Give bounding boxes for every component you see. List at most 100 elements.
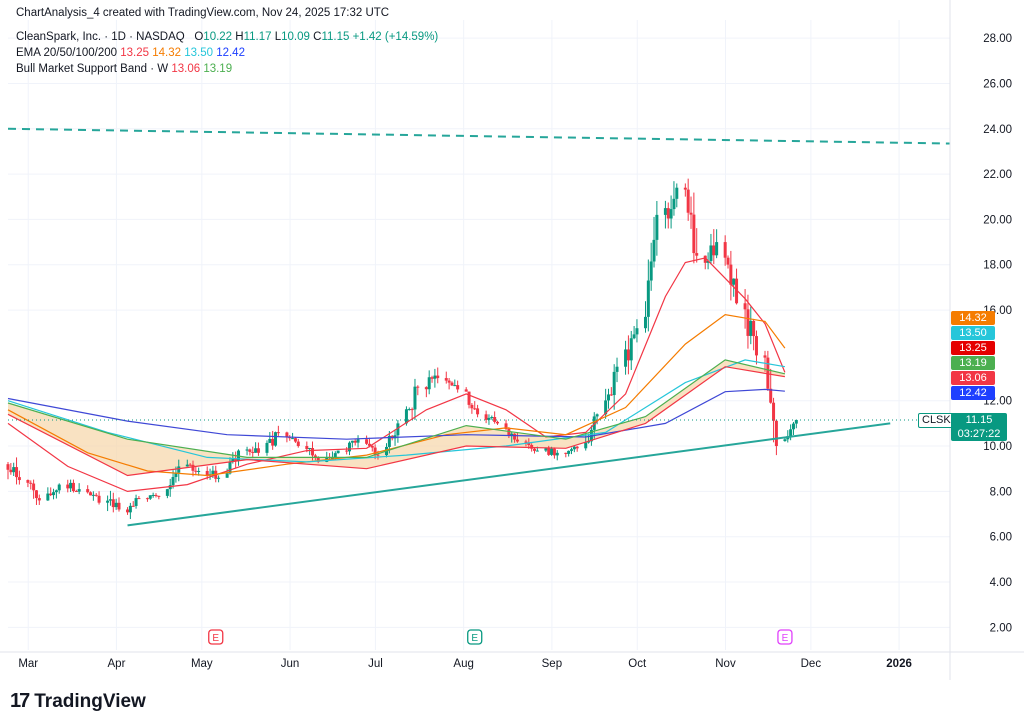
time-tick-label: Dec <box>801 658 822 670</box>
earnings-marker: E <box>208 629 224 645</box>
candle-body <box>32 483 36 491</box>
candle-body <box>794 419 798 424</box>
price-tick-label: 26.00 <box>983 78 1012 90</box>
candle-body <box>348 442 352 452</box>
candle-body <box>234 459 238 461</box>
candle-body <box>188 464 192 466</box>
candle-body <box>108 499 112 501</box>
candle-body <box>749 320 753 336</box>
price-badge: 13.06 <box>951 371 995 385</box>
candle-body <box>106 500 110 503</box>
candle-body <box>686 189 690 213</box>
price-tick-label: 22.00 <box>983 169 1012 181</box>
grid <box>8 20 950 650</box>
candle-body <box>735 278 739 304</box>
candle-body <box>26 480 30 483</box>
candle-body <box>330 457 334 459</box>
candle-body <box>643 316 647 329</box>
candle-body <box>316 457 320 462</box>
band-upper-value: 13.19 <box>203 63 233 75</box>
tradingview-logo[interactable]: 17 TradingView <box>10 690 146 713</box>
candle-body <box>296 441 300 447</box>
open-value: 10.22 <box>203 31 233 43</box>
tradingview-logo-text: TradingView <box>34 690 146 712</box>
candle-body <box>54 490 58 493</box>
candle-body <box>271 438 275 446</box>
candle-body <box>293 438 297 442</box>
price-badge: 13.19 <box>951 356 995 370</box>
price-badge: 12.42 <box>951 386 995 400</box>
candle-body <box>350 440 354 443</box>
price-tick-label: 18.00 <box>983 260 1012 272</box>
candle-body <box>191 464 195 471</box>
candle-body <box>254 448 258 453</box>
candle-body <box>504 423 508 429</box>
candle-body <box>695 253 699 256</box>
candle-body <box>456 385 460 390</box>
support-trendline <box>127 422 891 527</box>
candle-body <box>530 445 534 449</box>
candle-body <box>467 391 471 405</box>
candle-body <box>17 477 21 481</box>
candle-body <box>6 464 10 470</box>
candle-body <box>128 505 132 513</box>
candle-body <box>754 336 758 356</box>
candle-body <box>774 420 778 447</box>
earnings-badge <box>467 629 483 645</box>
symbol-title: CleanSpark, Inc. · 1D · NASDAQ <box>16 31 185 43</box>
candle-body <box>632 334 636 339</box>
candle-body <box>94 494 98 496</box>
candle-body <box>609 394 613 396</box>
candle-body <box>709 245 713 261</box>
earnings-label: E <box>212 633 219 644</box>
candle-body <box>513 433 517 440</box>
candle-body <box>197 470 201 472</box>
candle-body <box>689 212 693 215</box>
candle-body <box>769 388 773 403</box>
last-price-value: 11.15 <box>965 413 993 426</box>
candle-body <box>723 242 727 258</box>
candle-body <box>450 382 454 386</box>
candle-body <box>652 239 656 262</box>
candle-body <box>134 498 138 506</box>
candle-body <box>151 494 155 496</box>
earnings-badge <box>208 629 224 645</box>
series-line <box>7 366 785 477</box>
candle-body <box>66 484 70 489</box>
candle-body <box>635 328 639 335</box>
candle-body <box>174 472 178 478</box>
ema100-value: 13.50 <box>184 47 213 59</box>
candle-body <box>427 377 431 390</box>
candle-body <box>57 484 61 491</box>
candle-body <box>510 433 514 436</box>
candle-body <box>288 437 292 439</box>
series-line <box>7 359 786 458</box>
axes: 28.0026.0024.0022.0020.0018.0016.0012.00… <box>0 0 1024 680</box>
candle-body <box>732 278 736 285</box>
band-legend[interactable]: Bull Market Support Band · W 13.06 13.19 <box>16 63 232 75</box>
time-tick-label: Aug <box>453 658 473 670</box>
candle-body <box>532 448 536 451</box>
candle-body <box>376 454 380 456</box>
resistance-trendline <box>7 127 951 145</box>
candle-body <box>507 428 511 436</box>
candle-body <box>97 495 101 503</box>
candle-body <box>646 280 650 317</box>
candle-body <box>86 489 90 493</box>
candle-body <box>77 489 81 492</box>
bar-countdown: 03:27:22 <box>957 427 1001 440</box>
candle-body <box>550 448 554 455</box>
candle-body <box>165 489 169 496</box>
price-tick-label: 4.00 <box>990 577 1012 589</box>
series-line <box>7 359 786 463</box>
candle-body <box>15 467 19 478</box>
candle-body <box>703 255 707 263</box>
candle-body <box>37 498 41 501</box>
candle-body <box>387 435 391 447</box>
price-tick-label: 20.00 <box>983 214 1012 226</box>
candle-body <box>604 400 608 415</box>
ema-legend[interactable]: EMA 20/50/100/200 13.25 14.32 13.50 12.4… <box>16 47 245 59</box>
candle-body <box>743 303 747 310</box>
